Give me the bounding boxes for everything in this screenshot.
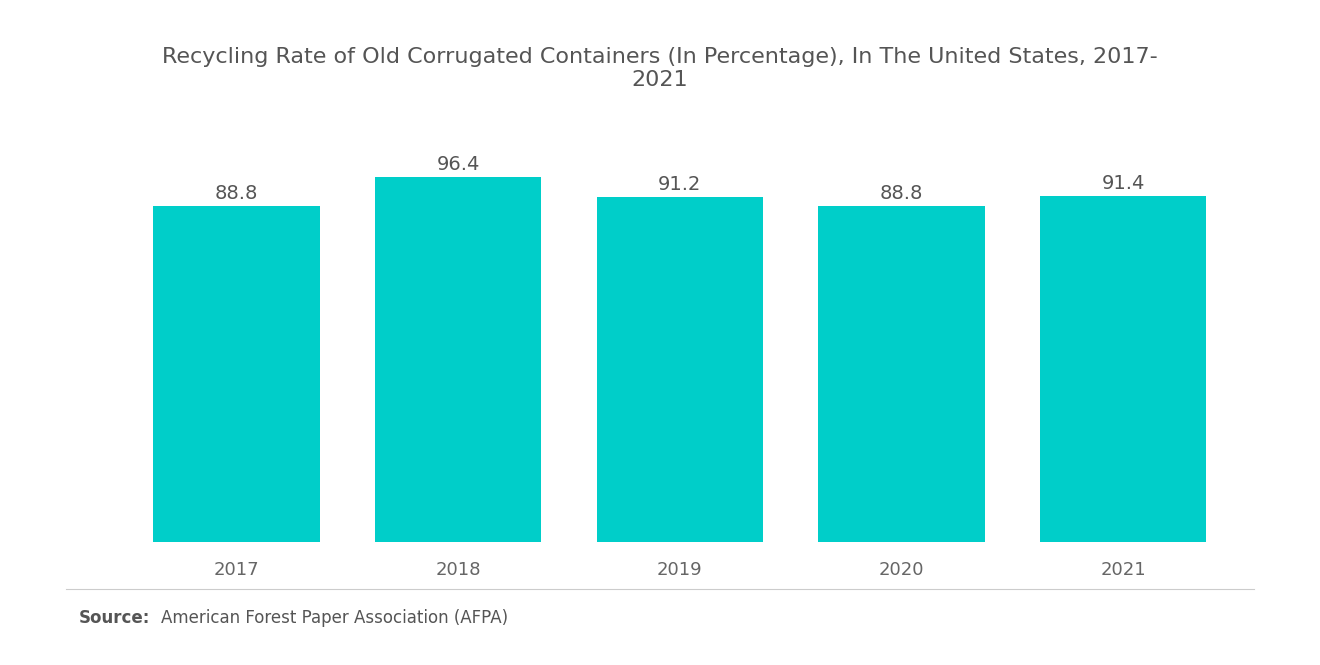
Bar bbox=[1040, 196, 1206, 542]
Bar bbox=[375, 177, 541, 542]
Text: 91.2: 91.2 bbox=[659, 175, 701, 194]
Text: Recycling Rate of Old Corrugated Containers (In Percentage), In The United State: Recycling Rate of Old Corrugated Contain… bbox=[162, 47, 1158, 90]
Text: 91.4: 91.4 bbox=[1101, 174, 1144, 193]
Bar bbox=[597, 197, 763, 542]
Text: 88.8: 88.8 bbox=[879, 184, 923, 203]
Text: American Forest Paper Association (AFPA): American Forest Paper Association (AFPA) bbox=[161, 609, 508, 628]
Bar bbox=[818, 205, 985, 542]
Text: 96.4: 96.4 bbox=[437, 155, 480, 174]
Text: Source:: Source: bbox=[79, 609, 150, 628]
Text: 88.8: 88.8 bbox=[215, 184, 259, 203]
Bar bbox=[153, 205, 319, 542]
